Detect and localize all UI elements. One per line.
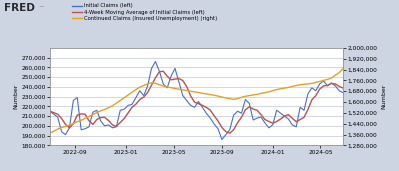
Text: ~: ~ bbox=[38, 4, 44, 10]
Legend: Initial Claims (left), 4-Week Moving Average of Initial Claims (left), Continued: Initial Claims (left), 4-Week Moving Ave… bbox=[73, 3, 217, 21]
Text: FRED: FRED bbox=[4, 3, 35, 12]
Y-axis label: Number: Number bbox=[381, 84, 387, 109]
Y-axis label: Number: Number bbox=[14, 84, 19, 109]
